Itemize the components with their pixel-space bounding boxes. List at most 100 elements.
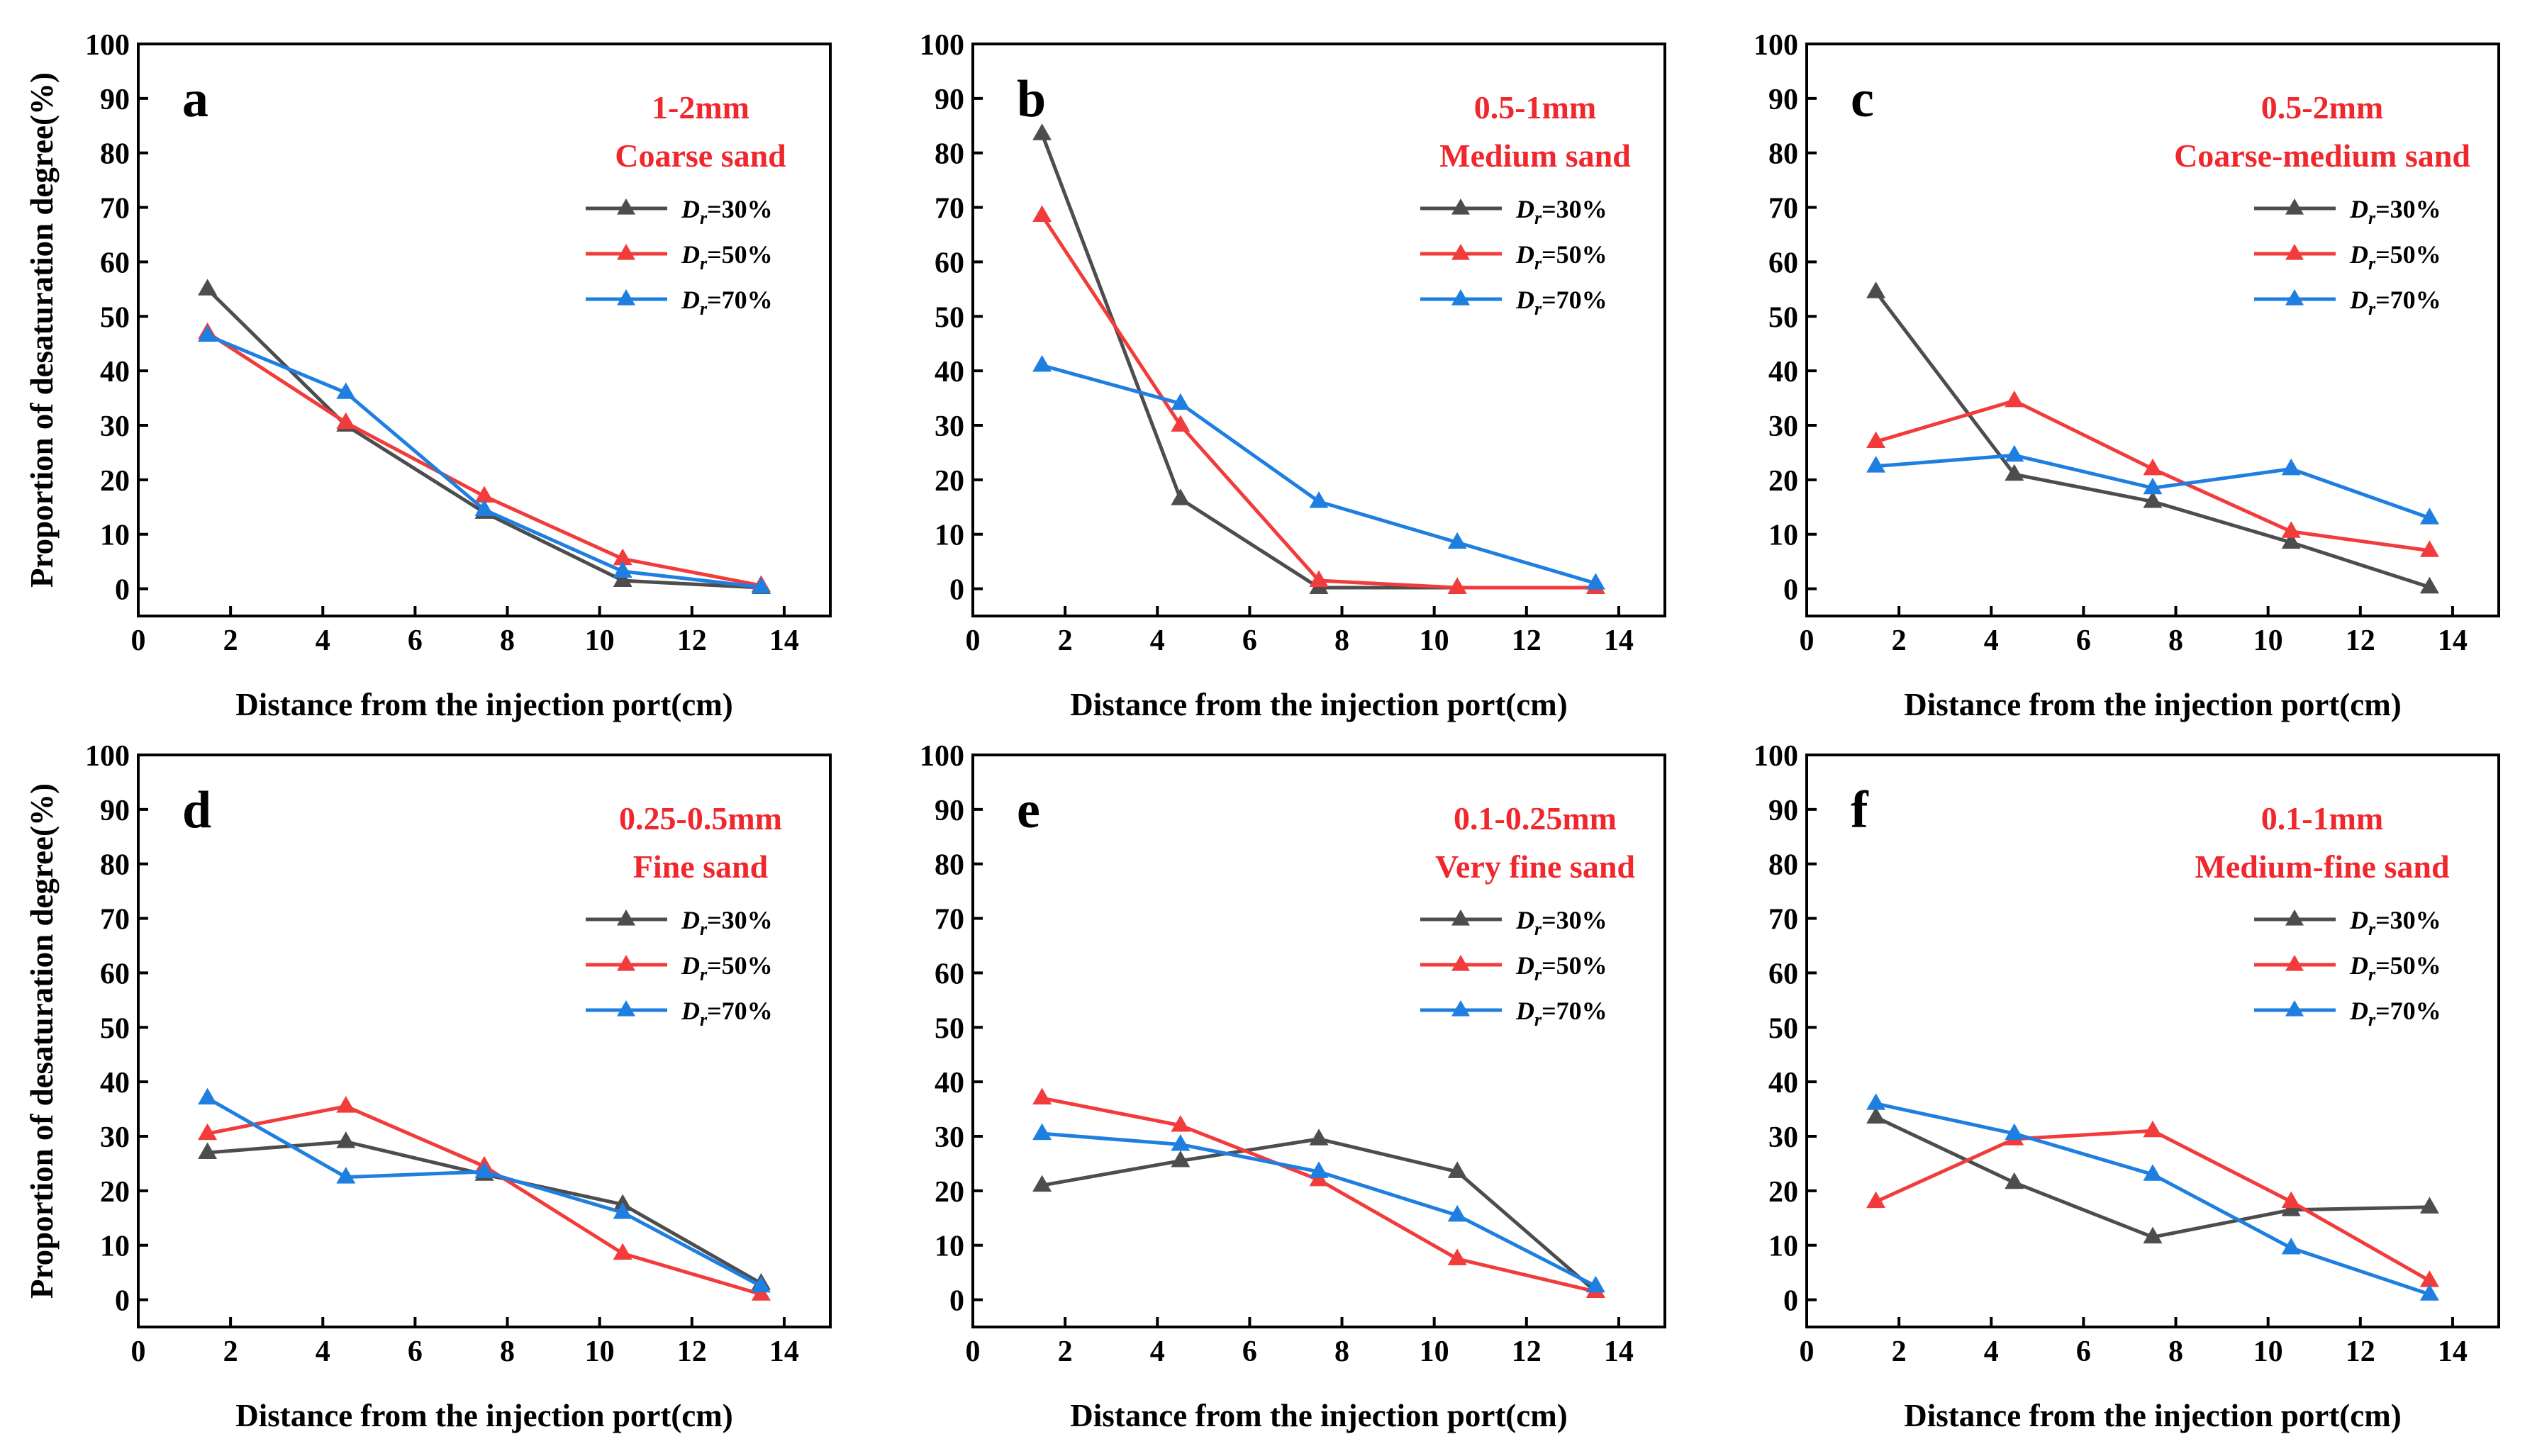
y-axis-label: Proportion of desaturation degree(%): [24, 72, 60, 588]
data-point: [2419, 1270, 2439, 1287]
y-tick-label: 50: [1768, 301, 1798, 334]
x-tick-label: 0: [966, 625, 981, 657]
data-point: [1447, 577, 1467, 594]
data-point: [1171, 393, 1191, 410]
legend-entry: Dr=30%: [2349, 906, 2441, 939]
sand-annotation: 0.5-1mm: [1474, 89, 1596, 125]
x-axis-label: Distance from the injection port(cm): [1904, 1398, 2401, 1433]
data-point: [2281, 521, 2301, 538]
x-tick-label: 12: [2346, 1335, 2375, 1368]
x-tick-label: 0: [131, 625, 146, 657]
data-point: [2281, 1191, 2301, 1209]
y-tick-label: 30: [1768, 410, 1798, 443]
y-tick-label: 80: [100, 138, 130, 171]
sand-annotation: Coarse-medium sand: [2174, 138, 2470, 174]
data-point: [1171, 1150, 1191, 1167]
y-tick-label: 10: [100, 520, 130, 552]
data-point: [751, 576, 771, 594]
panel-label: f: [1851, 781, 1869, 839]
x-axis-label: Distance from the injection port(cm): [1070, 1398, 1567, 1433]
x-tick-label: 0: [1800, 625, 1814, 657]
sand-annotation: 0.1-0.25mm: [1454, 800, 1617, 836]
x-tick-label: 12: [677, 625, 707, 657]
y-tick-label: 70: [100, 193, 130, 225]
x-tick-label: 6: [2076, 1335, 2091, 1368]
data-point: [2143, 1164, 2163, 1181]
series-line: [1042, 1131, 1597, 1288]
y-tick-label: 70: [1768, 193, 1798, 225]
data-point: [2419, 1284, 2439, 1301]
y-tick-label: 30: [935, 1121, 964, 1154]
x-tick-label: 2: [1892, 1335, 1907, 1368]
x-tick-label: 2: [1058, 1335, 1073, 1368]
y-tick-label: 70: [100, 904, 130, 936]
data-point: [2281, 1237, 2301, 1255]
data-point: [1171, 1115, 1191, 1132]
legend-marker: [2285, 243, 2304, 260]
data-point: [2419, 508, 2439, 525]
data-point: [336, 1096, 356, 1113]
data-point: [1866, 1107, 1886, 1124]
y-tick-label: 60: [935, 958, 964, 990]
data-point: [198, 1087, 218, 1105]
series-line: [1874, 291, 2431, 589]
data-point: [2005, 1123, 2024, 1141]
x-tick-label: 10: [2253, 625, 2283, 657]
x-tick-label: 14: [1604, 1335, 1634, 1368]
y-tick-label: 30: [1768, 1121, 1798, 1154]
sand-annotation: 0.1-1mm: [2261, 800, 2383, 836]
series-line: [1875, 398, 2430, 553]
y-tick-label: 100: [920, 740, 964, 773]
x-tick-label: 8: [500, 625, 515, 657]
data-point: [613, 548, 632, 566]
data-point: [2143, 477, 2163, 495]
x-tick-label: 2: [223, 1335, 238, 1368]
y-tick-label: 40: [935, 1067, 964, 1099]
y-tick-label: 80: [935, 138, 964, 171]
y-tick-label: 0: [115, 1285, 130, 1318]
x-tick-label: 6: [2076, 625, 2091, 657]
data-point: [1032, 1123, 1052, 1141]
legend-entry: Dr=50%: [681, 951, 773, 985]
data-point: [1866, 1093, 1886, 1110]
x-tick-label: 4: [1150, 1335, 1165, 1368]
plot-frame: [137, 43, 832, 617]
data-point: [2419, 576, 2439, 594]
data-point: [336, 1131, 356, 1148]
legend-marker: [617, 289, 635, 306]
data-point: [2005, 1172, 2024, 1189]
x-tick-label: 4: [1984, 625, 1999, 657]
x-axis-label: Distance from the injection port(cm): [1904, 687, 2401, 722]
data-point: [1866, 1191, 1886, 1209]
series-line: [1041, 364, 1597, 586]
sand-annotation: 0.25-0.5mm: [619, 800, 782, 836]
x-tick-label: 2: [223, 625, 238, 657]
data-point: [2419, 540, 2439, 557]
legend-entry: Dr=50%: [2349, 951, 2441, 985]
x-tick-label: 10: [1420, 1335, 1449, 1368]
data-point: [336, 412, 356, 430]
data-point: [2419, 1197, 2439, 1214]
x-tick-label: 6: [1242, 1335, 1257, 1368]
x-tick-label: 0: [131, 1335, 146, 1368]
y-tick-label: 20: [1768, 1176, 1798, 1209]
series-line: [1042, 1096, 1596, 1294]
data-point: [613, 570, 632, 587]
data-point: [198, 279, 218, 296]
data-point: [1585, 573, 1605, 590]
y-tick-label: 100: [85, 740, 130, 773]
data-point: [2005, 444, 2024, 462]
chart-panel-d: 0 2 4 6 8 10 12 14 0 10 20 30 40 50 60 70 80 90 100 Distanc…: [24, 740, 832, 1433]
x-tick-label: 6: [1242, 625, 1257, 657]
legend-entry: Dr=30%: [2349, 195, 2441, 228]
x-tick-label: 2: [1892, 625, 1907, 657]
chart-panel-f: 0 2 4 6 8 10 12 14 0 10 20 30 40 50 60 70 80 90 100 Distanc…: [1754, 740, 2500, 1433]
data-point: [1309, 491, 1329, 508]
legend-entry: Dr=70%: [1515, 286, 1607, 319]
legend-entry: Dr=30%: [1515, 906, 1607, 939]
y-tick-label: 10: [935, 1231, 964, 1263]
plot-frame: [137, 754, 832, 1328]
y-tick-label: 10: [935, 520, 964, 552]
series-line: [1040, 214, 1596, 590]
